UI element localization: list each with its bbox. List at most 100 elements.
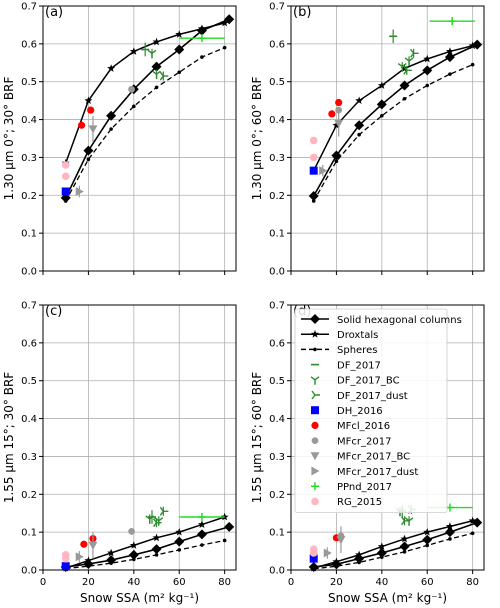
legend-marker-MFcr_2017_BC [310, 452, 320, 461]
data-point-MFcl_2016 [335, 98, 343, 107]
legend: Solid hexagonal columns Droxtals Spheres DF… [294, 308, 462, 514]
legend-label: Droxtals [337, 330, 378, 341]
series-line-solid [313, 43, 478, 197]
data-point-sphere [132, 104, 136, 109]
grid [42, 304, 236, 571]
data-point-solid [151, 544, 162, 555]
legend-marker-sphere [313, 347, 317, 352]
y-tick-label: 0.6 [21, 338, 37, 349]
legend-entry-sphere: Spheres [301, 345, 377, 356]
legend-marker-RG_2015 [311, 497, 319, 506]
data-point-DF_2017_dust [159, 71, 169, 81]
data-point-sphere [425, 83, 430, 88]
data-point-sphere [109, 561, 113, 565]
y-axis-label: 1.55 µm 15°; 60° BRF [250, 372, 264, 503]
data-point-MFcl_2016 [328, 110, 336, 118]
legend-entry-solid: Solid hexagonal columns [301, 314, 462, 326]
data-point-droxtal [152, 37, 161, 46]
panel-label: (a) [45, 5, 63, 20]
data-point-solid [224, 521, 235, 532]
data-point-sphere [132, 557, 136, 562]
data-point-DF_2017_dust [159, 506, 169, 516]
data-point-solid [422, 65, 433, 76]
obs-MFcr_2017_BC [334, 110, 344, 137]
data-point-droxtal [445, 522, 454, 530]
legend-entry-DF_2017: DF_2017 [311, 360, 381, 371]
series-line-sphere [313, 532, 473, 570]
legend-entry-MFcl_2016: MFcl_2016 [311, 421, 390, 432]
legend-entry-MFcr_2017_BC: MFcr_2017_BC [310, 452, 410, 463]
axes-frame [290, 304, 485, 571]
data-point-solid [399, 80, 410, 91]
data-point-sphere [425, 543, 430, 548]
obs-MFcl_2016 [328, 98, 343, 118]
data-point-MFcl_2016 [80, 540, 88, 548]
data-point-sphere [200, 55, 204, 59]
obs-PPnd_2017 [429, 17, 475, 26]
data-point-sphere [470, 531, 475, 536]
obs-DH_2016 [309, 554, 318, 563]
obs-MFcr_2017_dust [75, 185, 84, 198]
data-point-MFcr_2017_dust [323, 548, 332, 558]
panel-a: 0.0 0.1 0.2 0.3 0.4 0.5 0.6 0.7 (a) 1.30 µm 0°; 3… [2, 2, 237, 278]
y-axis-label: 1.30 µm 0°; 30° BRF [2, 77, 16, 201]
series-sphere [311, 531, 475, 571]
legend-label: MFcl_2016 [337, 421, 390, 432]
data-point-droxtal [84, 556, 93, 564]
series-droxtal [309, 516, 477, 572]
panel-c: 0.0 0.1 0.2 0.3 0.4 0.5 0.6 0.7 0 20 40 60 80 (c) 1.55… [2, 301, 237, 605]
legend-label: MFcr_2017_dust [337, 467, 418, 478]
data-point-droxtal [197, 520, 206, 528]
y-tick-label: 0.5 [269, 376, 285, 387]
obs-MFcr_2017_BC [88, 532, 98, 559]
data-point-MFcr_2017_dust [75, 187, 84, 196]
legend-marker-MFcl_2016 [311, 421, 319, 429]
obs-MFcr_2017_dust [319, 165, 328, 177]
data-point-PPnd_2017 [197, 513, 206, 521]
y-tick-label: 0.7 [269, 301, 285, 312]
x-tick-label: 80 [466, 577, 479, 588]
data-point-DH_2016 [61, 562, 70, 571]
obs-RG_2015 [61, 551, 70, 563]
legend-box [294, 308, 448, 514]
legend-label: MFcr_2017_BC [337, 452, 410, 463]
obs-DH_2016 [61, 187, 70, 196]
legend-label: DF_2017 [337, 360, 381, 371]
grid [42, 5, 236, 272]
y-tick-label: 0.6 [269, 39, 285, 50]
y-tick-label: 0.6 [21, 39, 37, 50]
legend-entry-DH_2016: DH_2016 [311, 406, 383, 417]
data-point-droxtal [107, 64, 116, 72]
data-point-droxtal [377, 542, 386, 550]
data-point-MFcr_2017_dust [75, 552, 84, 562]
x-tick-label: 40 [375, 577, 388, 588]
data-point-droxtal [84, 96, 93, 105]
data-point-droxtal [423, 527, 432, 536]
legend-marker-MFcr_2017_dust [311, 466, 320, 476]
data-point-RG_2015 [61, 172, 70, 181]
data-point-sphere [154, 85, 159, 90]
panel-b: 0.0 0.1 0.2 0.3 0.4 0.5 0.6 0.7 (b) 1.30 µm 0°; 6… [250, 2, 485, 278]
data-point-solid [444, 527, 455, 538]
x-tick-label: 80 [218, 577, 231, 588]
obs-PPnd_2017 [179, 34, 225, 43]
obs-DH_2016 [61, 562, 70, 571]
x-tick-label: 60 [173, 577, 186, 588]
data-point-sphere [470, 62, 475, 67]
y-tick-label: 0.2 [21, 490, 37, 501]
obs-MFcr_2017_BC [88, 115, 98, 143]
legend-marker-DF_2017_BC [310, 376, 320, 385]
data-point-droxtal [355, 96, 364, 105]
data-point-MFcr_2017_BC [334, 119, 344, 128]
legend-marker-MFcr_2017 [311, 437, 319, 444]
y-tick-label: 0.7 [21, 301, 37, 312]
y-tick-label: 0.5 [21, 77, 37, 88]
data-point-DH_2016 [309, 166, 318, 175]
legend-label: RG_2015 [337, 497, 382, 508]
x-tick-label: 0 [40, 577, 46, 588]
legend-entry-MFcr_2017: MFcr_2017 [311, 436, 391, 447]
data-point-droxtal [332, 121, 341, 129]
y-tick-label: 0.1 [21, 229, 37, 240]
data-point-droxtal [129, 47, 138, 55]
